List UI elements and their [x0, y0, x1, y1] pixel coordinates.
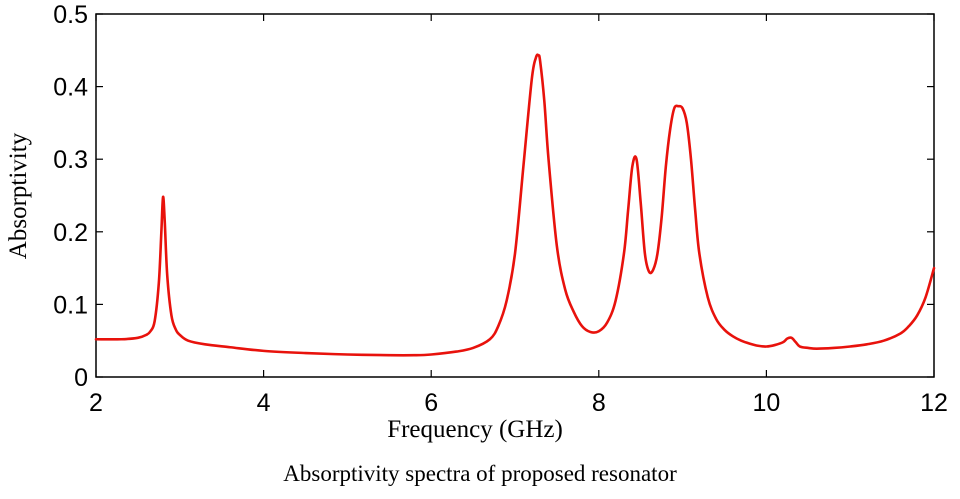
x-axis-label: Frequency (GHz): [387, 416, 563, 443]
absorptivity-curve: [94, 53, 936, 357]
y-axis-label: Absorptivity: [5, 132, 32, 259]
y-tick-label: 0.2: [53, 219, 88, 247]
y-tick-label: 0: [74, 364, 88, 392]
y-tick-label: 0.4: [53, 74, 88, 102]
y-tick-label: 0.1: [53, 291, 88, 319]
x-tick-label: 4: [257, 389, 271, 417]
x-tick-label: 8: [592, 389, 606, 417]
axis-ticks: [95, 13, 935, 378]
x-tick-label: 12: [920, 389, 948, 417]
y-tick-label: 0.5: [53, 1, 88, 29]
plot-frame: [95, 13, 935, 378]
x-tick-label: 10: [752, 389, 780, 417]
y-tick-label: 0.3: [53, 146, 88, 174]
x-tick-label: 2: [89, 389, 103, 417]
tick-labels: 2 4 6 8 10 12 0 0.1 0.2 0.3 0.4 0.5: [53, 1, 948, 417]
x-tick-label: 6: [424, 389, 438, 417]
figure-caption: Absorptivity spectra of proposed resonat…: [283, 461, 677, 486]
